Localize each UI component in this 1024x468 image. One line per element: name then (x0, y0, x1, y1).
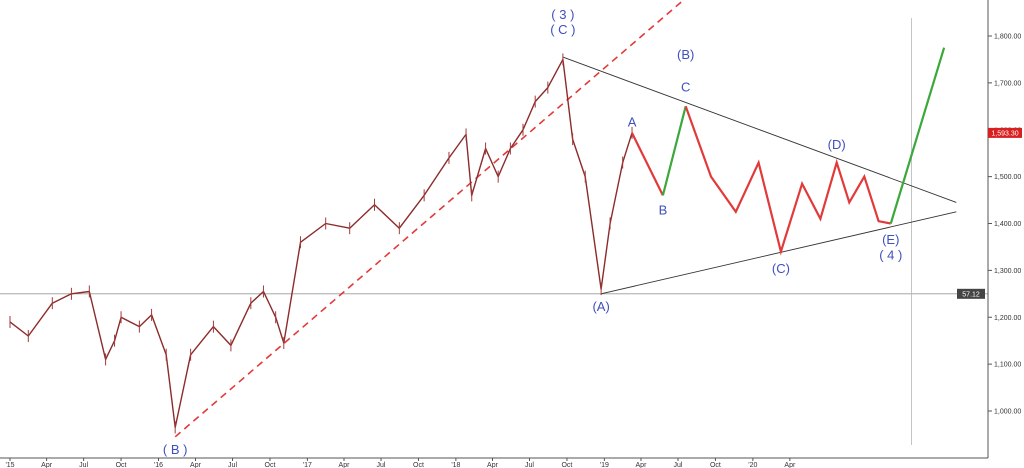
projection-wave-3 (684, 105, 892, 256)
reference-value-label: 57.12 (962, 291, 980, 298)
x-tick-label: Apr (487, 462, 499, 468)
wave-label: (E) (882, 232, 899, 247)
wave-label: (C) (772, 261, 790, 276)
wave-label: ( 3 ) (551, 7, 574, 22)
y-tick-label: 1,800.00 (994, 34, 1021, 41)
price-badge-label: 1,593.30 (991, 130, 1018, 137)
wave-label: (D) (828, 137, 846, 152)
y-tick-label: 1,100.00 (994, 362, 1021, 369)
y-tick-label: 1,300.00 (994, 268, 1021, 275)
wave-label: ( B ) (163, 442, 188, 457)
wave-label: A (628, 115, 637, 130)
y-tick-label: 1,200.00 (994, 315, 1021, 322)
x-tick-label: Oct (710, 462, 721, 468)
y-tick-label: 1,000.00 (994, 409, 1021, 416)
projection-wave-2 (661, 106, 687, 196)
reference-value-badge (957, 288, 985, 299)
wave-label: ( 4 ) (879, 247, 902, 262)
x-tick-label: Jul (377, 462, 386, 468)
x-tick-label: Jul (79, 462, 88, 468)
x-tick-label: '19 (600, 462, 609, 468)
wave-label: ( C ) (550, 22, 575, 37)
x-tick-label: '15 (5, 462, 14, 468)
projection-wave-4 (889, 47, 946, 224)
wave-label: (B) (677, 47, 694, 62)
wave-label: (A) (592, 299, 609, 314)
x-tick-label: Oct (116, 462, 127, 468)
price-badge (988, 127, 1022, 138)
wave-label: B (659, 202, 668, 217)
x-tick-label: Apr (190, 462, 202, 468)
x-tick-label: Apr (41, 462, 53, 468)
x-tick-label: '20 (748, 462, 757, 468)
trend-line-2 (600, 211, 957, 295)
x-tick-label: Oct (413, 462, 424, 468)
projection-wave-1 (631, 132, 664, 196)
y-tick-label: 1,500.00 (994, 174, 1021, 181)
x-tick-label: '16 (154, 462, 163, 468)
x-tick-label: Jul (228, 462, 237, 468)
x-tick-label: Jul (674, 462, 683, 468)
y-tick-label: 1,400.00 (994, 221, 1021, 228)
x-tick-label: Apr (636, 462, 648, 468)
x-tick-label: Jul (525, 462, 534, 468)
wave-label: C (681, 80, 690, 95)
x-tick-label: '17 (303, 462, 312, 468)
x-tick-label: Apr (784, 462, 796, 468)
x-tick-label: Oct (265, 462, 276, 468)
x-tick-label: Oct (561, 462, 572, 468)
trend-line-1 (562, 56, 957, 203)
trend-line-3 (174, 0, 685, 438)
x-tick-label: Apr (339, 462, 351, 468)
x-tick-label: '18 (451, 462, 460, 468)
y-tick-label: 1,700.00 (994, 80, 1021, 87)
